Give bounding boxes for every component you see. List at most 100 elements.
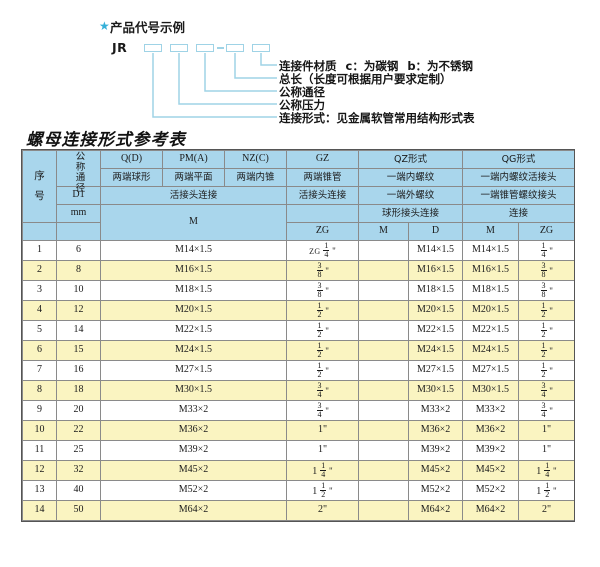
cell-qz-d: M14×1.5 [408,240,463,261]
cell-qz-d: M30×1.5 [408,380,463,401]
header-m-merged: M [100,204,287,241]
cell-seq: 9 [22,400,57,421]
diagram-label-material-text: 连接件材质 [279,59,337,73]
cell-seq: 14 [22,500,57,521]
cell-seq: 12 [22,460,57,481]
cell-qg-m: M27×1.5 [462,360,519,381]
cell-gz-zg: 1" [286,440,359,461]
cell-seq: 7 [22,360,57,381]
table-row[interactable]: 10 22 M36×2 1" M36×2 M36×2 1" [22,420,575,441]
cell-thread-m: M24×1.5 [100,340,287,361]
table-row[interactable]: 6 15 M24×1.5 1 2 " M24×1.5 M24×1.5 1 2 " [22,340,575,361]
header-code-qg: QG形式 [462,150,575,169]
header-blank-seq [22,222,57,241]
table-row[interactable]: 8 18 M30×1.5 3 4 " M30×1.5 M30×1.5 3 4 " [22,380,575,401]
cell-qg-zg: 2" [518,500,575,521]
cell-qz-d: M22×1.5 [408,320,463,341]
cell-bore: 32 [56,460,101,481]
cell-qz-d: M27×1.5 [408,360,463,381]
cell-qz-m [358,240,409,261]
cell-qz-m [358,500,409,521]
cell-qz-m [358,380,409,401]
header-code-pma: PM(A) [162,150,225,169]
cell-qz-d: M36×2 [408,420,463,441]
header-row-desc2: D1 活接头连接 活接头连接 一端外螺纹 一端锥管螺纹接头 [23,186,575,205]
leader-lines [152,53,277,118]
header-code-qz: QZ形式 [358,150,463,169]
header-sub-qg-zg: ZG [518,222,575,241]
cell-seq: 6 [22,340,57,361]
cell-bore: 22 [56,420,101,441]
header-desc-nzc: 两端内锥 [224,168,287,187]
cell-seq: 8 [22,380,57,401]
table-row[interactable]: 9 20 M33×2 3 4 " M33×2 M33×2 3 4 " [22,400,575,421]
cell-qg-m: M45×2 [462,460,519,481]
header-sub-gz-zg: ZG [286,222,359,241]
header-desc-qz: 一端内螺纹 [358,168,463,187]
cell-bore: 6 [56,240,101,261]
header-desc3-qg: 连接 [462,204,575,223]
cell-qz-d: M45×2 [408,460,463,481]
cell-qz-m [358,480,409,501]
table-header: 序 号 公称通径 Q(D) PM(A) NZ(C) GZ QZ形式 QG形式 两… [22,150,575,241]
cell-qz-m [358,260,409,281]
cell-qz-m [358,320,409,341]
header-desc-qg: 一端内螺纹活接头 [462,168,575,187]
cell-bore: 8 [56,260,101,281]
diagram-label-material: 连接件材质 c：为碳钢 b：为不锈钢 [279,58,473,74]
cell-qg-m: M33×2 [462,400,519,421]
header-desc2-gz: 活接头连接 [286,186,359,205]
cell-qg-m: M16×1.5 [462,260,519,281]
table-row[interactable]: 7 16 M27×1.5 1 2 " M27×1.5 M27×1.5 1 2 " [22,360,575,381]
code-separator-dash [217,47,224,49]
header-desc-pma: 两端平面 [162,168,225,187]
cell-qz-d: M18×1.5 [408,280,463,301]
cell-qz-m [358,440,409,461]
table-row[interactable]: 5 14 M22×1.5 1 2 " M22×1.5 M22×1.5 1 2 " [22,320,575,341]
cell-qz-m [358,420,409,441]
table-row[interactable]: 3 10 M18×1.5 3 8 " M18×1.5 M18×1.5 3 8 " [22,280,575,301]
cell-qz-m [358,280,409,301]
cell-qz-d: M24×1.5 [408,340,463,361]
diagram-label-material-carbon: c：为碳钢 [345,59,399,73]
cell-thread-m: M27×1.5 [100,360,287,381]
header-row-codes: 序 号 公称通径 Q(D) PM(A) NZ(C) GZ QZ形式 QG形式 [22,150,575,223]
cell-bore: 15 [56,340,101,361]
cell-thread-m: M33×2 [100,400,287,421]
cell-bore: 50 [56,500,101,521]
code-box-5 [252,44,270,52]
cell-qg-m: M24×1.5 [462,340,519,361]
table-row[interactable]: 14 50 M64×2 2" M64×2 M64×2 2" [22,500,575,521]
header-row-subcols: ZG M D M ZG [22,222,575,241]
table-row[interactable]: 2 8 M16×1.5 3 8 " M16×1.5 M16×1.5 3 8 " [22,260,575,281]
header-desc-qd: 两端球形 [100,168,163,187]
cell-thread-m: M16×1.5 [100,260,287,281]
cell-qg-m: M18×1.5 [462,280,519,301]
table-row[interactable]: 4 12 M20×1.5 1 2 " M20×1.5 M20×1.5 1 2 " [22,300,575,321]
cell-qz-m [358,460,409,481]
cell-seq: 10 [22,420,57,441]
cell-qg-m: M30×1.5 [462,380,519,401]
cell-thread-m: M45×2 [100,460,287,481]
header-code-nzc: NZ(C) [224,150,287,169]
cell-bore: 12 [56,300,101,321]
header-desc-gz: 两端锥管 [286,168,359,187]
cell-qz-m [358,400,409,421]
table-row[interactable]: 11 25 M39×2 1" M39×2 M39×2 1" [22,440,575,461]
cell-bore: 18 [56,380,101,401]
cell-thread-m: M36×2 [100,420,287,441]
header-sub-qz-d: D [408,222,463,241]
